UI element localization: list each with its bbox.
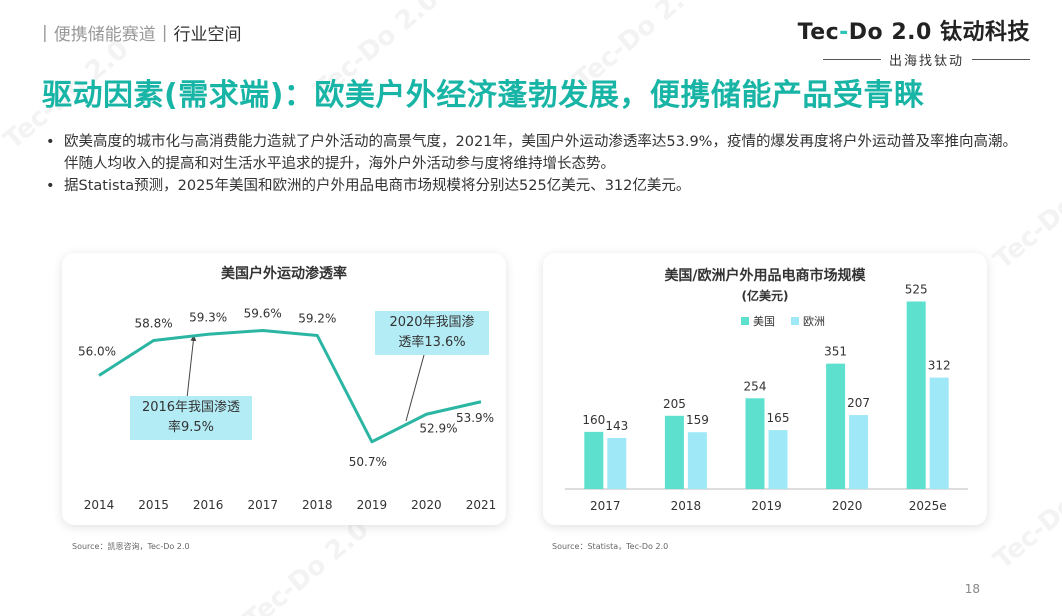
bar-us (906, 301, 926, 489)
x-tick-label: 2025e (909, 499, 947, 513)
callout-2020: 2020年我国渗 透率13.6% (375, 311, 489, 355)
callout-2020-line1: 2020年我国渗 (389, 315, 475, 330)
callout-2016: 2016年我国渗透 率9.5% (130, 396, 252, 440)
bar-eu (929, 377, 949, 489)
bar-eu (607, 437, 627, 489)
brand-divider (822, 59, 881, 60)
x-tick-label: 2020 (832, 499, 863, 513)
bar-chart-title: 美国/欧洲户外用品电商市场规模 (664, 268, 866, 284)
bar-us (826, 363, 846, 489)
bar-value-label: 312 (928, 359, 951, 373)
legend-swatch (791, 317, 799, 325)
watermark: Tec-Do 2.0 (988, 454, 1062, 576)
bar-value-label: 160 (582, 413, 605, 427)
bullet-list: 欧美高度的城市化与高消费能力造就了户外活动的高景气度，2021年，美国户外运动渗… (44, 131, 1024, 197)
x-tick-label: 2020 (411, 498, 442, 512)
bar-us (664, 415, 684, 489)
callout-2016-line2: 率9.5% (167, 420, 215, 435)
x-tick-label: 2016 (193, 498, 224, 512)
bar-eu (849, 415, 869, 489)
bar-eu (687, 432, 707, 489)
line-chart-title: 美国户外运动渗透率 (221, 266, 347, 282)
breadcrumb: | 便携储能赛道 | 行业空间 (42, 20, 242, 46)
data-label: 59.3% (189, 310, 227, 324)
legend-swatch (741, 317, 749, 325)
bar-value-label: 254 (744, 379, 767, 393)
bar-chart-subtitle: (亿美元) (741, 289, 789, 303)
x-tick-label: 2019 (751, 499, 782, 513)
page-title: 驱动因素(需求端)：欧美户外经济蓬勃发展，便携储能产品受青睐 (42, 78, 925, 113)
bar-value-label: 207 (847, 396, 870, 410)
annotation-arrow (186, 334, 197, 399)
x-tick-label: 2021 (466, 498, 497, 512)
page-number: 18 (964, 582, 980, 596)
bar-us (584, 431, 604, 489)
bar-value-label: 165 (767, 411, 790, 425)
x-tick-label: 2019 (357, 498, 388, 512)
data-label: 58.8% (135, 317, 173, 331)
x-tick-label: 2015 (138, 498, 169, 512)
x-tick-label: 2017 (247, 498, 278, 512)
callout-2016-line1: 2016年我国渗透 (141, 400, 241, 415)
bullet-item: 据Statista预测，2025年美国和欧洲的户外用品电商市场规模将分别达525… (44, 175, 1024, 197)
x-tick-label: 2014 (84, 498, 115, 512)
source-note: Source：凯恩咨询，Tec-Do 2.0 (72, 542, 190, 551)
source-note: Source：Statista，Tec-Do 2.0 (552, 542, 669, 551)
breadcrumb-current: 行业空间 (173, 25, 242, 45)
watermark: Tec-Do 2.0 (238, 514, 375, 616)
bar-value-label: 205 (663, 397, 686, 411)
line-chart: 56.0% 58.8% 59.3% 59.6% 59.2% 50.7% 52.9%53.9%… (78, 307, 497, 513)
breadcrumb-section: 便携储能赛道 (53, 25, 156, 45)
x-tick-label: 2018 (671, 499, 702, 513)
data-label: 53.9% (456, 411, 494, 425)
bar-value-label: 159 (686, 413, 709, 427)
callout-2020-line2: 透率13.6% (398, 335, 466, 350)
bar-value-label: 143 (605, 419, 628, 433)
series-line (98, 329, 482, 444)
data-label: 59.6% (244, 307, 282, 321)
bullet-item: 欧美高度的城市化与高消费能力造就了户外活动的高景气度，2021年，美国户外运动渗… (44, 131, 1024, 175)
bar-eu (768, 430, 788, 489)
legend-label: 美国 (753, 315, 775, 328)
brand-slogan: 出海找钛动 (888, 54, 964, 69)
bar-chart-card: 美国/欧洲户外用品电商市场规模 (亿美元) 160 143 2017 205 159 20… (543, 253, 987, 525)
bar-us (745, 398, 765, 489)
brand-divider (972, 59, 1030, 60)
brand-logo: Tec-Do 2.0 钛动科技 出海找钛动 (798, 14, 1030, 69)
line-chart-card: 美国户外运动渗透率 56.0% 58.8% 59.3% 59.6% 59.2% 50.7%… (62, 253, 506, 525)
data-label: 59.2% (298, 312, 336, 326)
x-tick-label: 2017 (590, 499, 621, 513)
legend-label: 欧洲 (803, 315, 825, 328)
data-label: 52.9% (419, 421, 457, 435)
data-label: 50.7% (349, 455, 387, 469)
x-tick-label: 2018 (302, 498, 333, 512)
brand-cn: 钛动科技 (939, 20, 1030, 45)
brand-name: Tec-Do 2.0 (797, 20, 932, 45)
bar-value-label: 351 (824, 345, 847, 359)
bar-value-label: 525 (905, 283, 928, 297)
data-label: 56.0% (78, 345, 116, 359)
